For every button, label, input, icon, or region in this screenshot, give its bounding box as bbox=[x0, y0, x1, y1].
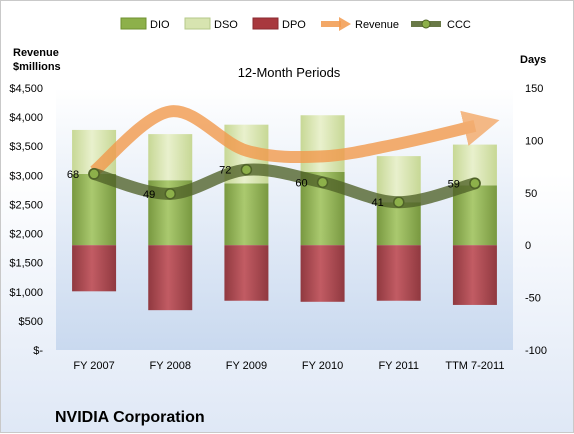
point-ccc bbox=[316, 176, 329, 189]
legend-swatch-dso bbox=[184, 17, 211, 30]
bar-dpo bbox=[224, 245, 269, 301]
left-axis-tick-label: $3,500 bbox=[9, 141, 43, 153]
left-axis-tick-label: $4,000 bbox=[9, 112, 43, 124]
bar-dio bbox=[72, 173, 117, 246]
bar-dpo bbox=[148, 245, 193, 311]
right-axis-tick-label: 100 bbox=[525, 135, 543, 147]
category-label: FY 2007 bbox=[73, 360, 114, 372]
bar-dpo bbox=[376, 245, 421, 301]
left-axis-tick-label: $3,000 bbox=[9, 170, 43, 182]
bar-dio bbox=[452, 185, 497, 246]
left-axis-title-line2: $millions bbox=[13, 61, 61, 73]
bar-dso bbox=[148, 134, 193, 181]
left-axis-tick-label: $2,000 bbox=[9, 229, 43, 241]
point-ccc bbox=[393, 196, 405, 208]
legend-label-dio: DIO bbox=[150, 19, 170, 31]
legend-label-dpo: DPO bbox=[282, 19, 306, 31]
bar-dso bbox=[300, 115, 345, 172]
left-axis-tick-label: $500 bbox=[19, 316, 43, 328]
right-axis-title: Days bbox=[520, 54, 546, 66]
bar-dio bbox=[224, 183, 269, 246]
bar-dio bbox=[376, 202, 421, 246]
category-label: FY 2008 bbox=[150, 360, 191, 372]
category-labels: FY 2007 FY 2008 FY 2009 FY 2010 FY 2011 TTM 7… bbox=[73, 360, 504, 372]
bar-dpo bbox=[72, 245, 117, 292]
legend-swatch-revenue bbox=[321, 17, 351, 31]
line-revenue bbox=[90, 105, 500, 177]
point-ccc bbox=[240, 163, 253, 176]
point-ccc bbox=[88, 168, 100, 180]
data-label-ccc: 72 bbox=[219, 165, 231, 177]
left-axis-tick-label: $2,500 bbox=[9, 199, 43, 211]
data-label-ccc: 59 bbox=[448, 178, 460, 190]
legend-swatch-ccc bbox=[411, 19, 441, 29]
legend-label-dso: DSO bbox=[214, 19, 238, 31]
legend-label-ccc: CCC bbox=[447, 19, 471, 31]
bar-dpo bbox=[300, 245, 345, 302]
right-axis-tick-label: -50 bbox=[525, 293, 541, 305]
legend-swatch-dio bbox=[120, 17, 147, 30]
point-ccc bbox=[469, 177, 481, 190]
bar-series bbox=[72, 115, 497, 311]
axis-ticks: $- $500 $1,000 $1,500 $2,000 $2,500 $3,000 $3,5… bbox=[9, 83, 547, 357]
chart-title: 12-Month Periods bbox=[238, 65, 341, 80]
category-label: FY 2009 bbox=[226, 360, 267, 372]
company-name: NVIDIA Corporation bbox=[55, 409, 205, 426]
data-label-ccc: 68 bbox=[67, 169, 79, 181]
data-label-ccc: 60 bbox=[295, 177, 307, 189]
data-label-ccc: 41 bbox=[372, 197, 384, 209]
category-label: FY 2011 bbox=[378, 360, 419, 372]
left-axis-tick-label: $1,000 bbox=[9, 287, 43, 299]
bar-dpo bbox=[452, 245, 497, 305]
right-axis-tick-label: 50 bbox=[525, 188, 537, 200]
right-axis-tick-label: 0 bbox=[525, 240, 531, 252]
left-axis-tick-label: $4,500 bbox=[9, 83, 43, 95]
right-axis-tick-label: -100 bbox=[525, 345, 547, 357]
legend: DIO DSO DPO Revenue CCC bbox=[120, 17, 471, 31]
bar-dso bbox=[376, 156, 421, 203]
left-axis-tick-label: $1,500 bbox=[9, 258, 43, 270]
line-ccc bbox=[88, 163, 481, 209]
point-ccc bbox=[164, 188, 176, 200]
line-series: 68 49 72 60 41 59 bbox=[67, 105, 500, 209]
left-axis-tick-label: $- bbox=[33, 345, 43, 357]
category-label: FY 2010 bbox=[302, 360, 343, 372]
category-label: TTM 7-2011 bbox=[445, 360, 504, 372]
left-axis-title-line1: Revenue bbox=[13, 47, 59, 59]
legend-label-revenue: Revenue bbox=[355, 19, 399, 31]
data-label-ccc: 49 bbox=[143, 189, 155, 201]
legend-swatch-dpo bbox=[252, 17, 279, 30]
right-axis-tick-label: 150 bbox=[525, 83, 543, 95]
